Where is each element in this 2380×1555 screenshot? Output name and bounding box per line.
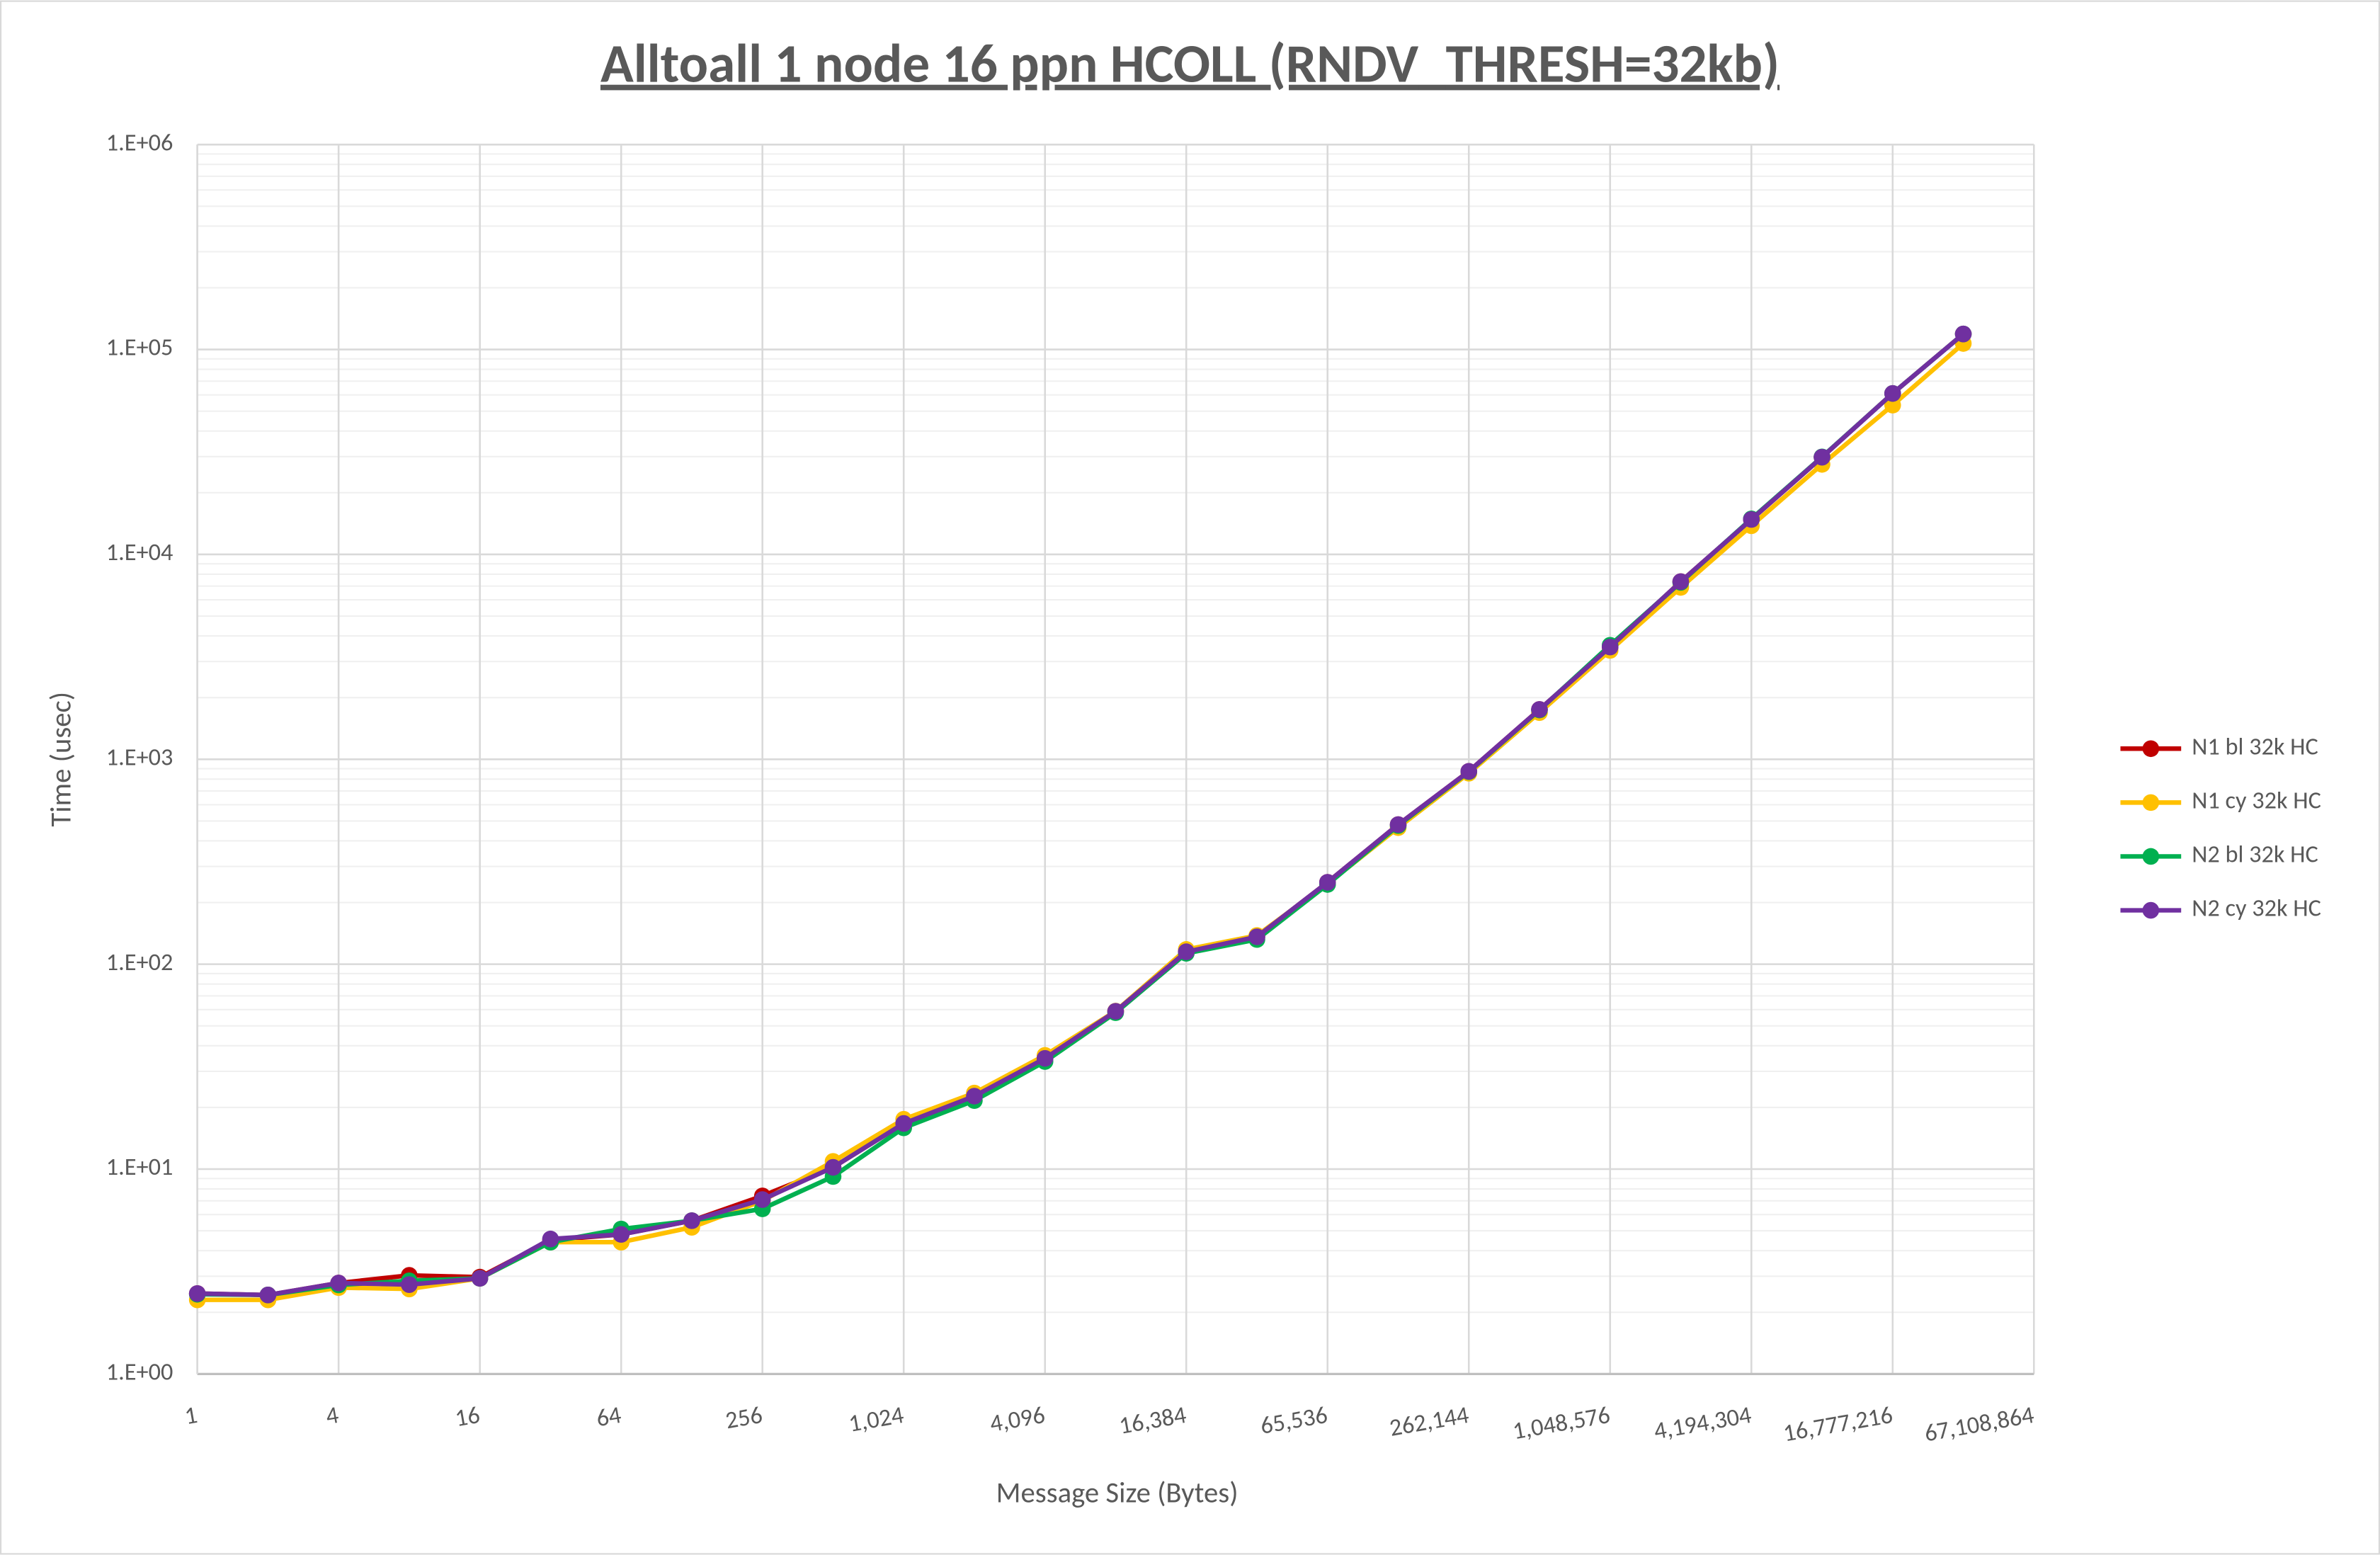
data-point bbox=[471, 1270, 489, 1287]
y-tick-label: 1.E+04 bbox=[106, 537, 173, 567]
data-point bbox=[1531, 701, 1548, 718]
x-tick-label: 16 bbox=[452, 1400, 482, 1433]
series-line bbox=[197, 332, 1965, 1298]
data-point bbox=[1601, 638, 1619, 656]
data-point bbox=[1319, 874, 1336, 891]
y-tick-label: 1.E+01 bbox=[106, 1152, 173, 1182]
legend-marker bbox=[2142, 901, 2160, 919]
data-point bbox=[542, 1230, 559, 1248]
y-axis-label: Time (usec) bbox=[43, 692, 79, 827]
x-tick-label: 256 bbox=[723, 1400, 765, 1435]
data-point bbox=[1814, 448, 1830, 466]
x-axis-label: Message Size (Bytes) bbox=[996, 1475, 1239, 1510]
legend-item: N1 cy 32k HC bbox=[2120, 786, 2321, 816]
legend-item: N1 bl 32k HC bbox=[2120, 731, 2318, 761]
data-point bbox=[824, 1158, 842, 1176]
y-tick-label: 1.E+03 bbox=[106, 742, 173, 772]
data-point bbox=[1460, 763, 1478, 780]
y-tick-label: 1.E+06 bbox=[106, 127, 173, 157]
data-point bbox=[401, 1276, 418, 1293]
legend-item: N2 cy 32k HC bbox=[2120, 894, 2321, 923]
data-point bbox=[259, 1287, 277, 1304]
data-point bbox=[1884, 385, 1901, 402]
chart-title: Alltoall 1 node 16 ppn HCOLL (RNDV_THRES… bbox=[600, 30, 1780, 97]
legend-label: N1 cy 32k HC bbox=[2192, 786, 2321, 816]
x-tick-label: 64 bbox=[594, 1400, 624, 1433]
legend-marker bbox=[2142, 740, 2160, 758]
data-point bbox=[1672, 573, 1690, 591]
data-point bbox=[1036, 1049, 1054, 1067]
legend-label: N2 bl 32k HC bbox=[2192, 840, 2318, 870]
y-tick-label: 1.E+00 bbox=[106, 1357, 173, 1387]
data-point bbox=[683, 1212, 700, 1229]
legend-label: N2 cy 32k HC bbox=[2192, 894, 2321, 923]
legend-marker bbox=[2142, 794, 2160, 811]
y-tick-label: 1.E+02 bbox=[106, 947, 173, 977]
data-point bbox=[966, 1088, 983, 1105]
legend-marker bbox=[2142, 848, 2160, 865]
data-point bbox=[895, 1115, 912, 1132]
data-point bbox=[330, 1275, 347, 1292]
data-point bbox=[1884, 397, 1901, 414]
legend-label: N1 bl 32k HC bbox=[2192, 731, 2318, 761]
data-point bbox=[1743, 511, 1760, 528]
legend-item: N2 bl 32k HC bbox=[2120, 840, 2318, 870]
data-point bbox=[1107, 1003, 1124, 1020]
data-point bbox=[1248, 928, 1265, 945]
data-point bbox=[188, 1285, 206, 1302]
data-point bbox=[1389, 816, 1407, 833]
y-tick-label: 1.E+05 bbox=[106, 333, 173, 363]
data-point bbox=[613, 1226, 630, 1243]
data-point bbox=[1954, 325, 1972, 343]
data-point bbox=[1178, 943, 1195, 960]
data-point bbox=[753, 1191, 771, 1208]
